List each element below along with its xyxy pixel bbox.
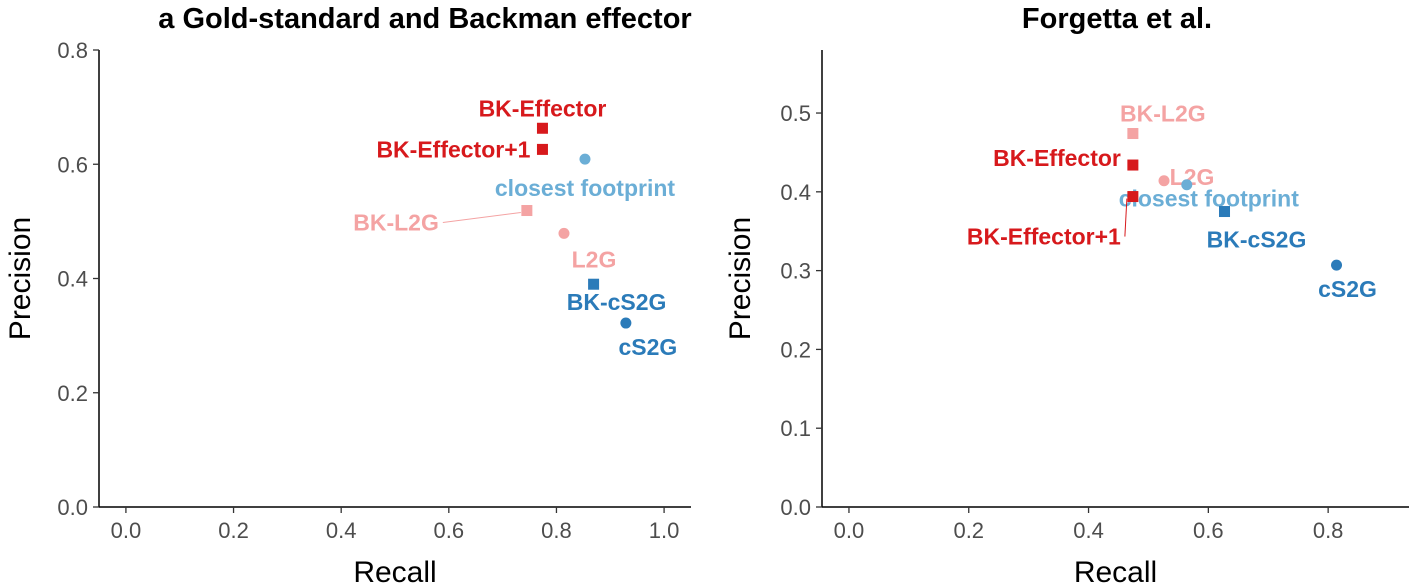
data-point-label: closest footprint — [1119, 186, 1300, 212]
y-tick-label: 0.2 — [780, 337, 811, 362]
x-tick-label: 0.2 — [218, 518, 249, 543]
x-tick-label: 0.6 — [1193, 518, 1224, 543]
data-point-label: BK-cS2G — [567, 289, 667, 315]
data-point-square — [536, 122, 548, 134]
chart-panel-1: a Gold-standard and Backman effector 0.0 0… — [4, 3, 692, 586]
data-point-circle — [620, 317, 632, 329]
y-tick-label: 0.0 — [57, 495, 88, 520]
data-point-square — [1127, 159, 1139, 171]
x-tick-label: 0.4 — [326, 518, 357, 543]
data-point-label: BK-L2G — [1120, 101, 1206, 127]
y-tick-label: 0.1 — [780, 416, 811, 441]
y-tick-label: 0.6 — [57, 152, 88, 177]
x-axis-title: Recall — [1074, 556, 1157, 586]
data-point-label: BK-Effector — [993, 145, 1121, 171]
label-leader-line — [442, 212, 521, 224]
data-point-label: closest footprint — [495, 175, 676, 201]
data-point-label: cS2G — [1318, 276, 1377, 302]
x-tick-label: 0.2 — [953, 518, 984, 543]
y-axis-title: Precision — [4, 217, 37, 340]
data-point-label: BK-Effector+1 — [376, 136, 530, 162]
data-point-square — [536, 143, 548, 155]
data-point-label: cS2G — [618, 334, 677, 360]
chart-title: a Gold-standard and Backman effector — [158, 3, 691, 35]
data-point-label: BK-Effector — [479, 95, 607, 121]
y-tick-label: 0.2 — [57, 381, 88, 406]
data-point-circle — [1331, 259, 1343, 271]
data-point-square — [1127, 191, 1139, 203]
x-tick-label: 0.4 — [1073, 518, 1104, 543]
data-point-label: BK-cS2G — [1207, 227, 1307, 253]
data-point-label: L2G — [572, 246, 617, 272]
data-point-circle — [1181, 179, 1193, 191]
data-point-circle — [1158, 175, 1170, 187]
y-tick-label: 0.4 — [57, 267, 88, 292]
x-tick-label: 0.8 — [1313, 518, 1344, 543]
y-tick-label: 0.0 — [780, 495, 811, 520]
y-tick-label: 0.4 — [780, 180, 811, 205]
x-tick-label: 0.0 — [111, 518, 142, 543]
data-point-label: BK-Effector+1 — [967, 224, 1121, 250]
x-tick-label: 0.0 — [834, 518, 865, 543]
x-tick-label: 0.8 — [541, 518, 572, 543]
data-point-label: BK-L2G — [353, 210, 439, 236]
data-point-square — [1219, 206, 1231, 218]
y-axis-title: Precision — [724, 217, 757, 340]
data-point-square — [588, 278, 600, 290]
y-tick-label: 0.3 — [780, 259, 811, 284]
y-tick-label: 0.8 — [57, 38, 88, 63]
data-point-circle — [558, 227, 570, 239]
chart-title: Forgetta et al. — [1022, 3, 1212, 35]
chart-panel-2: Forgetta et al. 0.0 0.2 0.4 0.6 0.8 0.0 0.1 0.2 0… — [724, 3, 1409, 586]
x-axis-title: Recall — [353, 556, 436, 586]
x-tick-label: 0.6 — [434, 518, 465, 543]
data-point-circle — [579, 153, 591, 165]
x-tick-label: 1.0 — [649, 518, 680, 543]
y-tick-label: 0.5 — [780, 101, 811, 126]
label-leader-line — [1124, 198, 1128, 237]
data-point-square — [1127, 128, 1139, 140]
data-point-square — [521, 205, 533, 217]
